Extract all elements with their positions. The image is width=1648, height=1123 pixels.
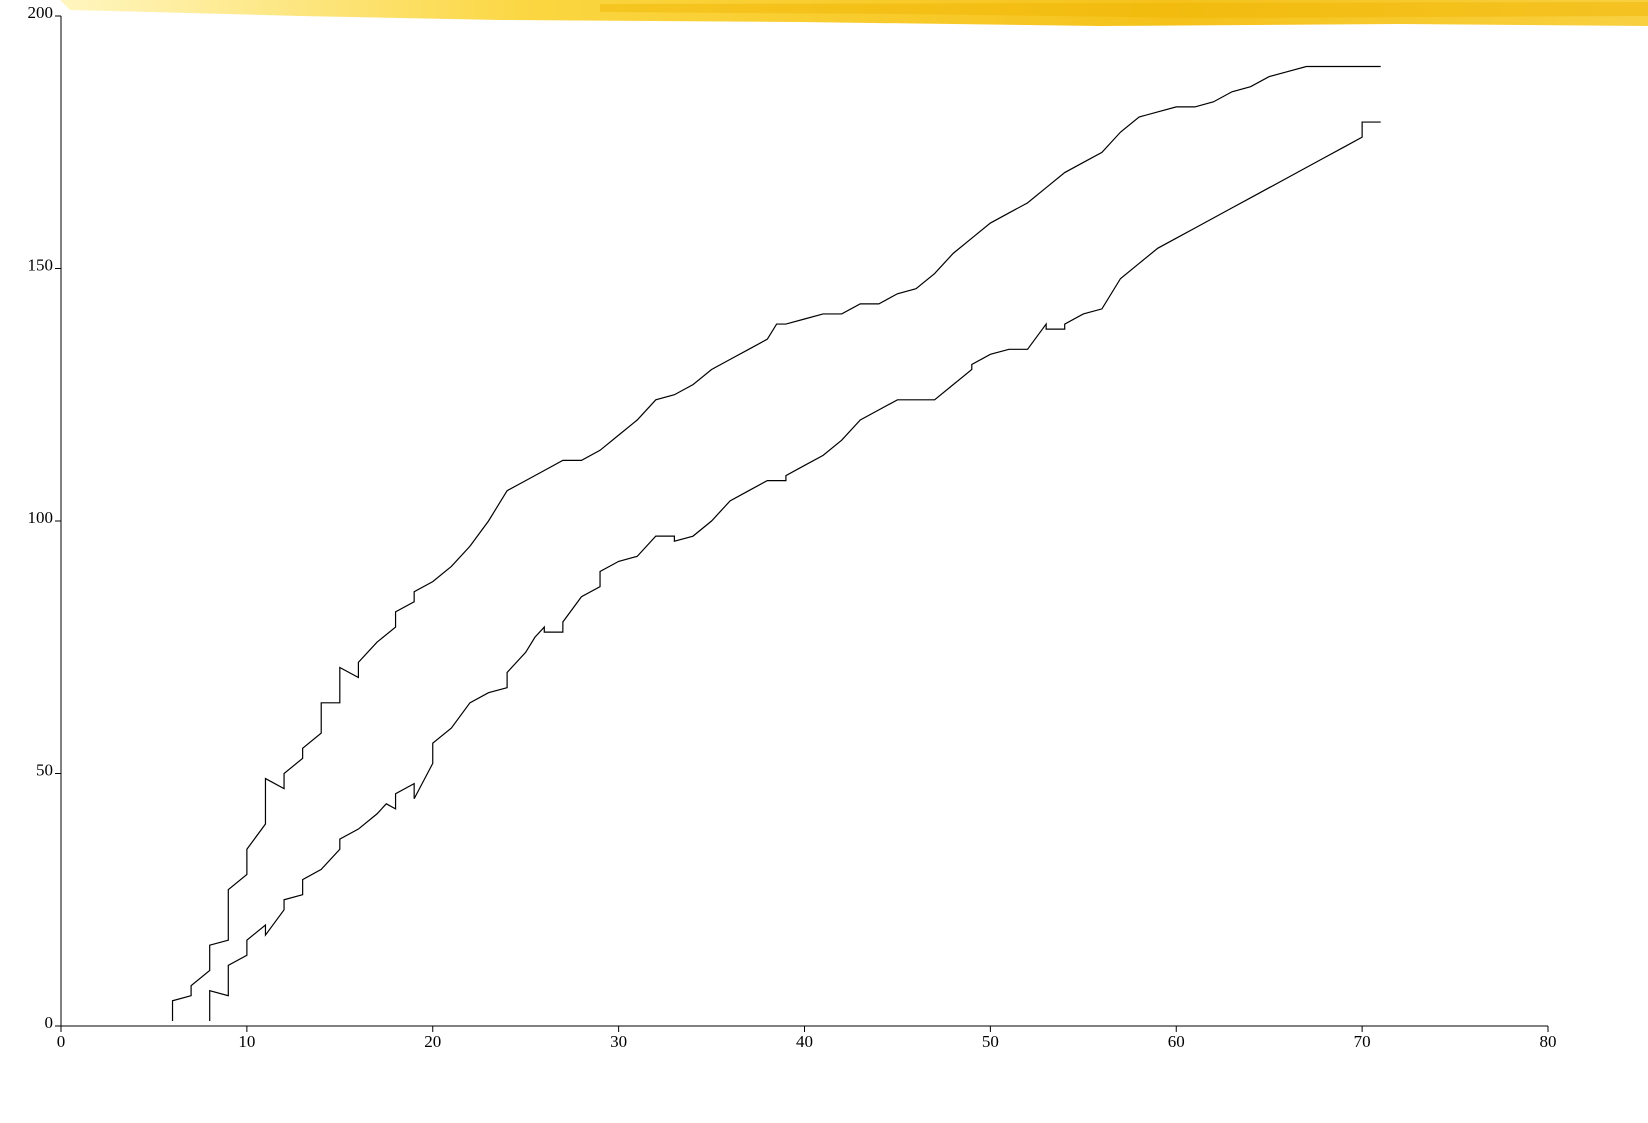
- y-tick-label: 50: [36, 760, 53, 779]
- y-tick-label: 0: [45, 1013, 54, 1032]
- y-tick-label: 100: [28, 508, 54, 527]
- x-tick-label: 70: [1354, 1032, 1371, 1051]
- x-tick-label: 10: [238, 1032, 255, 1051]
- x-tick-label: 40: [796, 1032, 813, 1051]
- x-tick-label: 0: [57, 1032, 66, 1051]
- y-tick-label: 200: [28, 3, 54, 22]
- y-tick-label: 150: [28, 255, 54, 274]
- x-tick-label: 80: [1540, 1032, 1557, 1051]
- x-tick-label: 20: [424, 1032, 441, 1051]
- x-tick-label: 60: [1168, 1032, 1185, 1051]
- x-tick-label: 50: [982, 1032, 999, 1051]
- header-brush-shade: [600, 2, 1648, 18]
- header-brush: [60, 0, 1648, 26]
- x-tick-label: 30: [610, 1032, 627, 1051]
- series-line: [171, 65, 1381, 1021]
- series-line: [209, 121, 1381, 1021]
